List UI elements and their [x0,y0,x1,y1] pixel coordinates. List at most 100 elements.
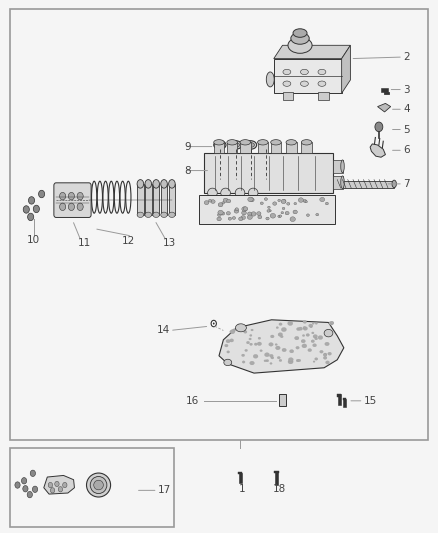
Polygon shape [342,45,350,93]
Circle shape [213,322,215,325]
Ellipse shape [264,198,268,200]
Ellipse shape [329,321,334,325]
Ellipse shape [311,340,314,343]
Ellipse shape [258,140,268,145]
Ellipse shape [278,215,281,217]
Ellipse shape [145,180,152,188]
Ellipse shape [279,323,282,326]
Ellipse shape [250,361,254,365]
Ellipse shape [266,72,274,87]
Ellipse shape [86,473,110,497]
Ellipse shape [247,142,254,147]
Bar [343,399,346,407]
Bar [239,473,242,483]
Ellipse shape [288,360,293,364]
Bar [279,394,286,406]
Ellipse shape [302,344,307,348]
Ellipse shape [280,336,283,338]
Ellipse shape [325,202,328,205]
Ellipse shape [341,160,344,173]
Ellipse shape [271,140,281,145]
Ellipse shape [242,211,246,215]
Circle shape [28,213,34,221]
Ellipse shape [325,361,329,364]
Ellipse shape [303,326,306,328]
Ellipse shape [314,358,318,360]
Ellipse shape [264,360,266,362]
Ellipse shape [303,320,307,324]
Ellipse shape [273,202,277,205]
Circle shape [21,478,27,484]
Circle shape [28,197,35,204]
Ellipse shape [281,212,284,214]
Bar [381,88,388,92]
Ellipse shape [267,209,270,212]
Ellipse shape [268,206,270,208]
Ellipse shape [303,199,307,203]
Text: 9: 9 [184,142,191,151]
Ellipse shape [253,354,258,358]
Ellipse shape [287,203,290,205]
Ellipse shape [250,343,252,345]
Ellipse shape [204,200,209,205]
Ellipse shape [226,212,230,215]
Ellipse shape [331,321,334,324]
Bar [161,184,167,215]
Ellipse shape [245,349,247,352]
Ellipse shape [324,329,333,337]
Text: 16: 16 [186,396,199,406]
Circle shape [60,192,66,200]
Ellipse shape [298,359,301,362]
Ellipse shape [329,334,331,335]
Ellipse shape [320,197,325,201]
Ellipse shape [283,81,291,86]
Bar [275,472,278,485]
Ellipse shape [225,344,228,347]
Ellipse shape [226,340,230,343]
Ellipse shape [283,69,291,75]
Ellipse shape [251,329,253,331]
Ellipse shape [250,198,254,202]
Ellipse shape [268,209,271,212]
Ellipse shape [216,142,224,147]
Ellipse shape [298,198,304,203]
Text: 4: 4 [403,104,410,114]
Text: 8: 8 [184,166,191,175]
Circle shape [68,203,74,211]
Circle shape [77,192,83,200]
Ellipse shape [307,214,310,216]
Ellipse shape [214,141,226,149]
Polygon shape [378,103,391,112]
Ellipse shape [236,324,246,332]
Ellipse shape [316,213,319,216]
Bar [137,184,144,215]
Ellipse shape [290,350,294,353]
Ellipse shape [323,357,327,359]
Ellipse shape [234,209,239,213]
Circle shape [15,482,20,488]
Bar [333,160,343,173]
Bar [338,394,341,405]
Bar [274,59,342,93]
Ellipse shape [169,180,175,188]
Ellipse shape [301,340,305,343]
Ellipse shape [325,342,329,346]
Ellipse shape [311,332,314,334]
Ellipse shape [266,217,269,220]
Ellipse shape [227,199,231,203]
Ellipse shape [290,217,295,222]
Circle shape [33,205,39,213]
Circle shape [208,163,215,172]
Bar [153,184,159,215]
Ellipse shape [222,202,225,204]
Ellipse shape [250,334,252,336]
Ellipse shape [312,322,314,324]
Ellipse shape [248,188,258,198]
Bar [333,181,394,188]
Bar [199,195,335,224]
Circle shape [55,481,59,487]
Ellipse shape [260,350,262,352]
Bar [274,471,279,473]
Ellipse shape [260,202,263,205]
Ellipse shape [270,335,274,338]
